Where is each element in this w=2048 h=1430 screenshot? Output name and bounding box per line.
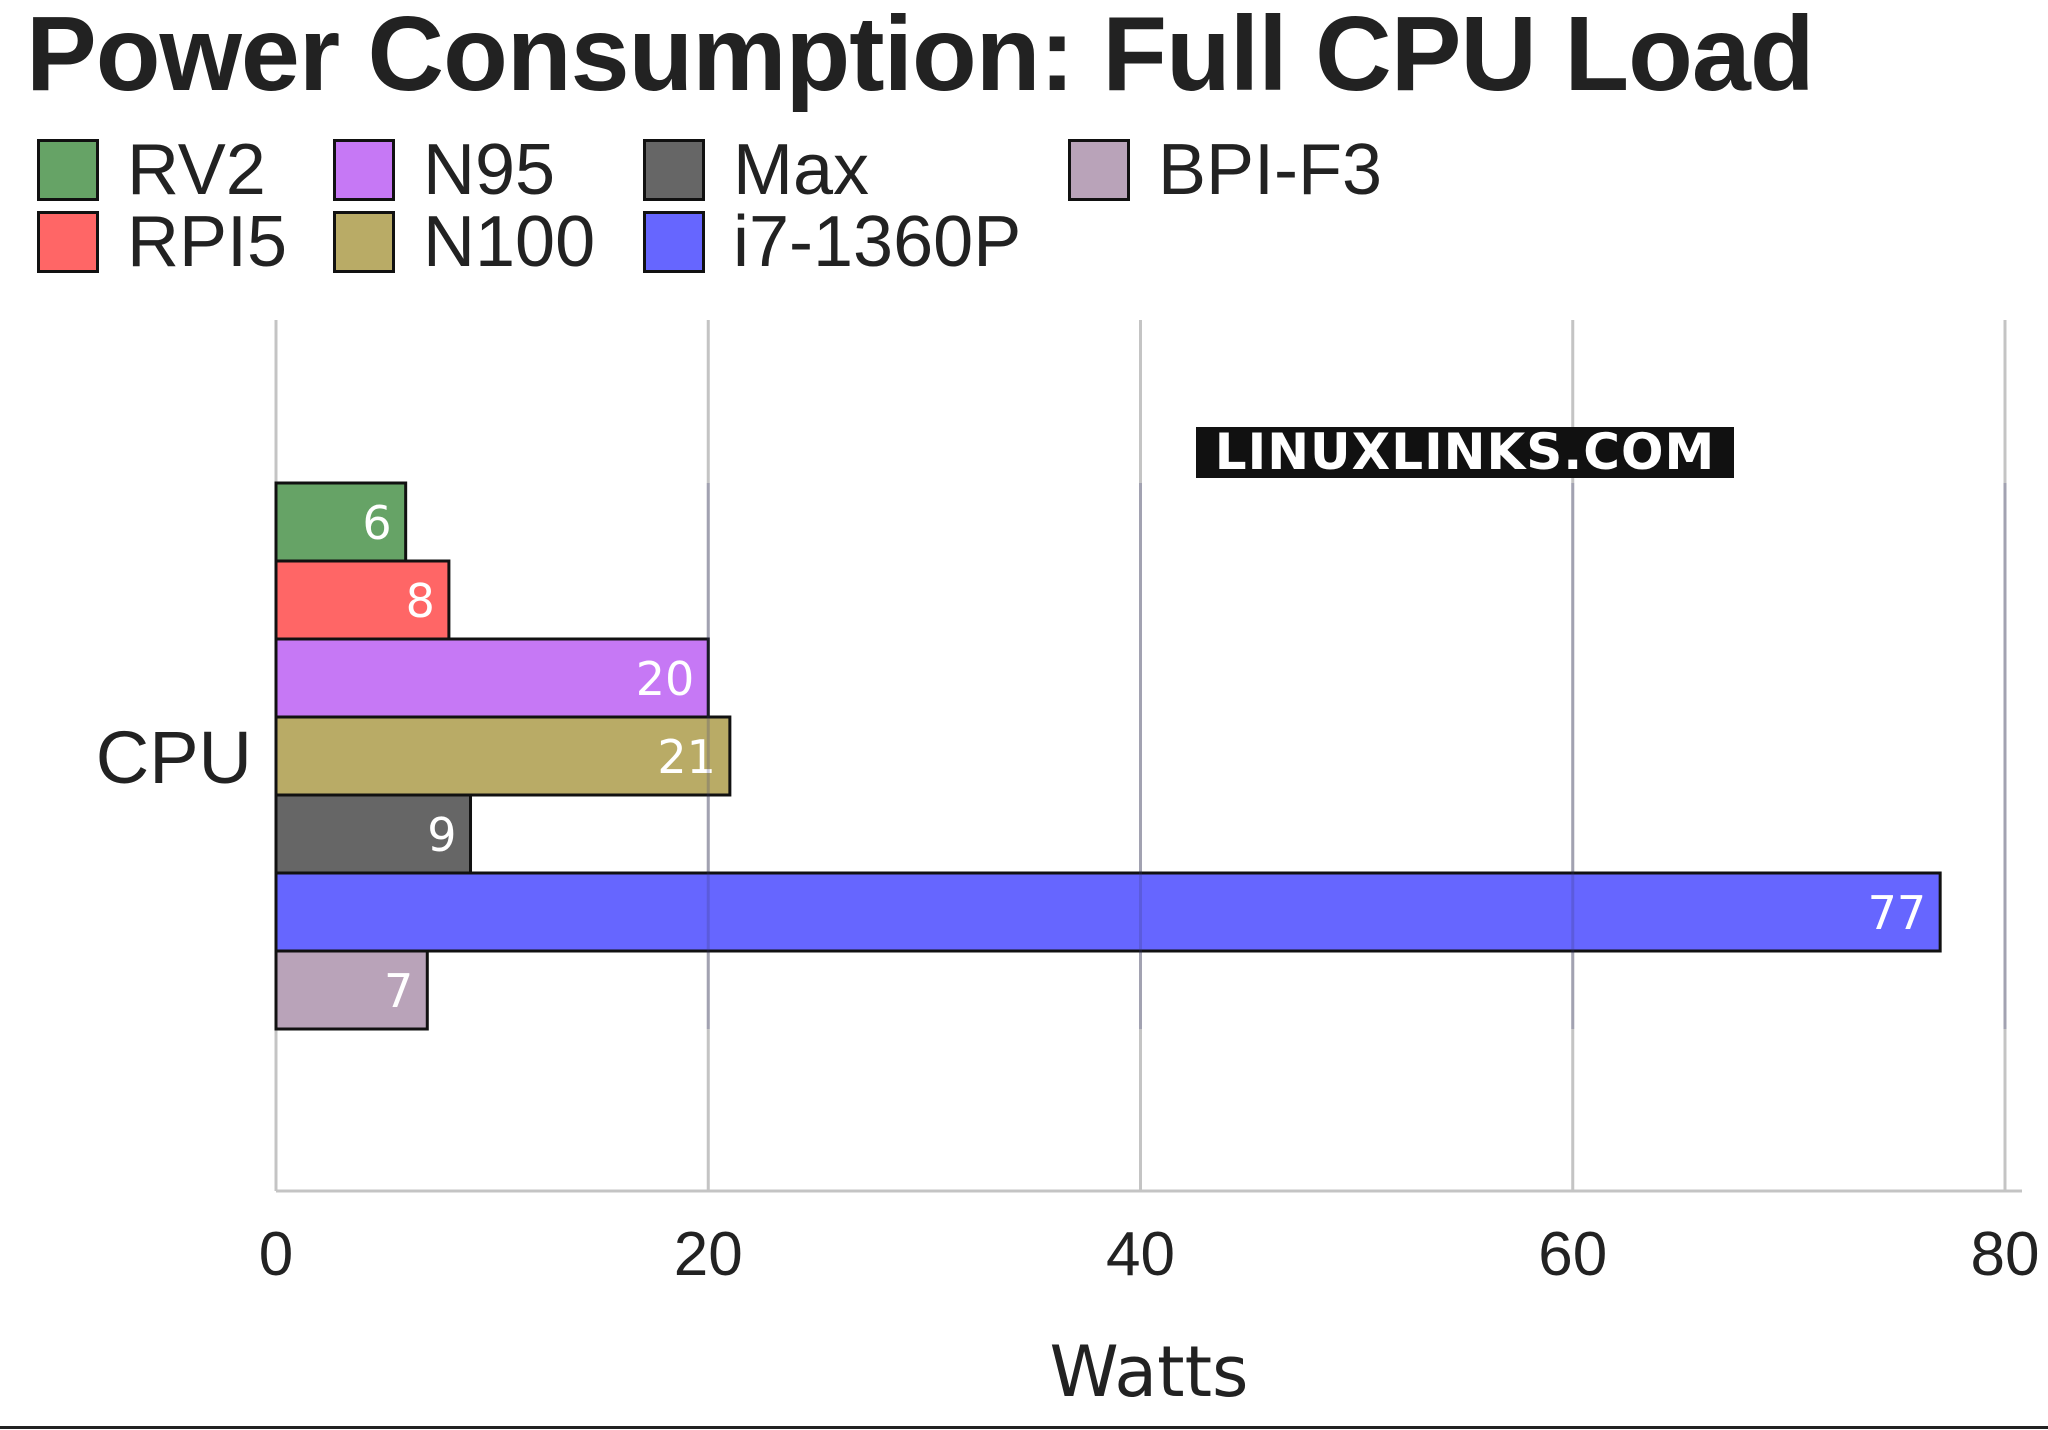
bar-bpi-f3 <box>274 949 429 1031</box>
bar-rpi5 <box>274 559 451 641</box>
bar-value-label: 20 <box>636 652 695 706</box>
legend-item: BPI-F3 <box>1068 130 1382 210</box>
legend-swatch <box>37 211 99 273</box>
legend-label: RPI5 <box>127 202 288 282</box>
bottom-divider <box>0 1426 2048 1429</box>
legend-swatch <box>1068 139 1130 201</box>
bar-value-label: 21 <box>657 730 716 784</box>
bar-i7-1360p <box>274 871 1942 953</box>
legend-label: i7-1360P <box>733 202 1022 282</box>
bar-rv2 <box>274 481 408 563</box>
x-axis-title: Watts <box>1050 1331 1249 1413</box>
bar-value-label: 9 <box>427 808 456 862</box>
x-tick-label: 20 <box>674 1220 743 1289</box>
legend-swatch <box>643 139 705 201</box>
chart-title: Power Consumption: Full CPU Load <box>26 0 1815 113</box>
legend-label: BPI-F3 <box>1158 130 1383 210</box>
legend-item: RV2 <box>37 130 266 210</box>
legend-item: N95 <box>333 130 555 210</box>
x-tick-label: 0 <box>259 1220 293 1289</box>
legend-item: i7-1360P <box>643 202 1021 282</box>
legend-swatch <box>37 139 99 201</box>
legend-label: Max <box>733 130 870 210</box>
bar-n100 <box>274 715 732 797</box>
legend-swatch <box>333 211 395 273</box>
watermark-logo: LINUXLINKS.COM <box>1196 427 1734 478</box>
bar-value-label: 6 <box>362 496 391 550</box>
legend-item: N100 <box>333 202 595 282</box>
y-category-label: CPU <box>96 716 252 799</box>
legend-swatch <box>643 211 705 273</box>
legend-label: N95 <box>423 130 556 210</box>
bar-value-label: 8 <box>406 574 435 628</box>
bar-value-label: 7 <box>384 964 413 1018</box>
x-tick-label: 80 <box>1971 1220 2040 1289</box>
bar-max <box>274 793 473 875</box>
legend-label: RV2 <box>127 130 266 210</box>
bar-value-label: 77 <box>1868 886 1927 940</box>
legend-item: Max <box>643 130 869 210</box>
bar-n95 <box>274 637 710 719</box>
legend-swatch <box>333 139 395 201</box>
x-tick-label: 40 <box>1106 1220 1175 1289</box>
legend-label: N100 <box>423 202 596 282</box>
legend-item: RPI5 <box>37 202 287 282</box>
x-tick-label: 60 <box>1538 1220 1607 1289</box>
